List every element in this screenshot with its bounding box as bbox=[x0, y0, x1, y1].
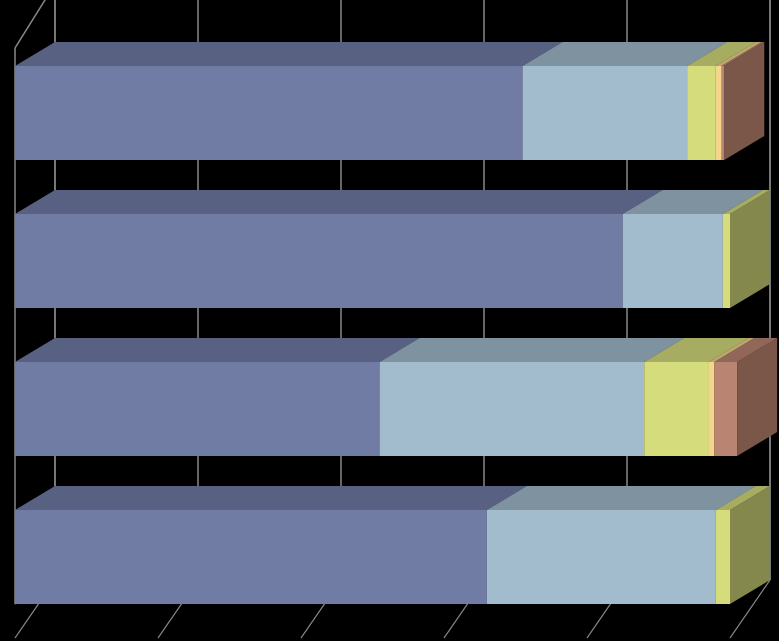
bar-segment-top bbox=[715, 486, 770, 510]
bar-side-face bbox=[737, 338, 778, 456]
bar-segment bbox=[715, 66, 722, 160]
bar-segment-top bbox=[721, 42, 765, 66]
bar-segment-top bbox=[622, 190, 763, 214]
bar-segment-top bbox=[708, 338, 755, 362]
bar-segment-top bbox=[486, 486, 756, 510]
bar-segment-top bbox=[715, 42, 762, 66]
bar-segment bbox=[15, 214, 623, 308]
bar-segment-top bbox=[15, 338, 420, 362]
side-wall-top bbox=[14, 0, 46, 49]
bar-segment-top bbox=[722, 190, 770, 214]
floor-gridline bbox=[729, 579, 771, 639]
bar-side-face bbox=[724, 42, 765, 160]
bar-stacks bbox=[15, 42, 778, 604]
bar-segment bbox=[715, 510, 730, 604]
bar-segment bbox=[722, 214, 730, 308]
bar-segment-top bbox=[714, 338, 778, 362]
bar-segment-top bbox=[15, 190, 663, 214]
bar-segment-top bbox=[644, 338, 749, 362]
bar-segment bbox=[522, 66, 688, 160]
bar-segment bbox=[721, 66, 725, 160]
bar-segment bbox=[15, 362, 380, 456]
bar-segment-top bbox=[687, 42, 756, 66]
bar-segment bbox=[486, 510, 716, 604]
bar-segment-top bbox=[522, 42, 728, 66]
bar-segment bbox=[687, 66, 716, 160]
bar-side-face bbox=[730, 486, 770, 604]
bar-segment bbox=[708, 362, 715, 456]
bar-segment-top bbox=[15, 42, 563, 66]
bar-segment-top bbox=[379, 338, 685, 362]
bar-segment bbox=[644, 362, 709, 456]
bar-segment bbox=[622, 214, 723, 308]
bar-segment bbox=[714, 362, 738, 456]
bar-side-face bbox=[730, 190, 770, 308]
bar-segment bbox=[15, 66, 523, 160]
bar-segment bbox=[15, 510, 487, 604]
bar-segment-top bbox=[15, 486, 527, 510]
bar-segment bbox=[379, 362, 645, 456]
